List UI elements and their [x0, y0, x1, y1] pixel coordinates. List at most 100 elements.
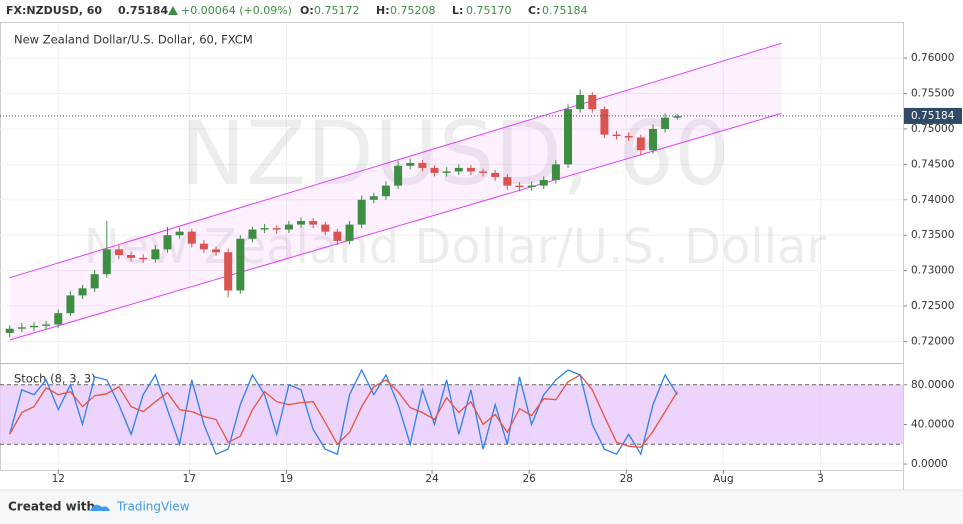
candle-body	[612, 134, 621, 137]
candle-body	[588, 94, 597, 110]
candle-body	[127, 255, 136, 258]
candle-body	[199, 243, 208, 250]
x-tick-label: 19	[280, 473, 293, 485]
y-tick-label: 0.76000	[911, 52, 954, 64]
x-tick-label: 17	[183, 473, 196, 485]
candle-body	[333, 231, 342, 241]
y-tick-label: 40.0000	[911, 418, 954, 430]
ohlc-label: L:	[452, 4, 463, 17]
candle-body	[272, 228, 281, 230]
logo[interactable]	[90, 504, 110, 511]
candle-body	[648, 128, 657, 151]
candle-body	[479, 171, 488, 173]
y-tick-label: 0.74500	[911, 158, 954, 170]
ohlc-label: H:	[376, 4, 390, 17]
ohlc-label: C:	[528, 4, 540, 17]
panel-title: New Zealand Dollar/U.S. Dollar, 60, FXCM	[14, 33, 253, 47]
candle-body	[527, 185, 536, 188]
candle-body	[297, 221, 305, 225]
candle-body	[321, 224, 330, 232]
last: 0.75184	[118, 4, 168, 17]
created-with: Created with	[8, 500, 95, 514]
candle-body	[54, 313, 63, 325]
header: FX:NZDUSD, 60 0.75184 +0.00064 (+0.09%)	[6, 4, 292, 17]
x-tick-label: 24	[425, 473, 439, 485]
panel-title: Stoch (8, 3, 3)	[14, 372, 96, 386]
candle-body	[503, 177, 512, 186]
candle-body	[600, 109, 609, 135]
candle-body	[309, 221, 318, 225]
candle-body	[394, 165, 403, 186]
last-price-label: 0.75184	[911, 110, 955, 122]
y-tick-label: 0.0000	[911, 458, 948, 470]
candle-body	[29, 325, 38, 328]
x-tick-label: 26	[522, 473, 536, 485]
channel-fill	[9, 43, 782, 341]
x-tick-label: 3	[817, 473, 824, 485]
channel-line	[9, 42, 782, 279]
symbol: FX:NZDUSD, 60	[6, 4, 102, 17]
candle-body	[576, 94, 585, 110]
ohlc-value: 0.75184	[542, 4, 588, 17]
candle-body	[624, 136, 633, 138]
candle-body	[212, 249, 221, 253]
y-tick-label: 0.72000	[911, 335, 954, 347]
ohlc-value: 0.75172	[314, 4, 360, 17]
stoch-line	[9, 368, 678, 456]
footer	[0, 491, 963, 524]
x-tick-label: Aug	[713, 473, 734, 485]
candle-body	[442, 171, 451, 173]
candle-body	[454, 167, 463, 172]
ohlc-label: O:	[300, 4, 314, 17]
candle-body	[102, 249, 111, 275]
stoch-line	[9, 374, 678, 448]
ohlc-value: 0.75208	[390, 4, 436, 17]
up-arrow	[168, 6, 178, 15]
brand[interactable]: TradingView	[116, 500, 190, 514]
candle-body	[406, 162, 415, 166]
candle-body	[564, 109, 573, 165]
candle-body	[151, 249, 160, 260]
candle-body	[17, 327, 26, 329]
candle-body	[430, 167, 439, 173]
x-tick-label: 12	[52, 473, 65, 485]
candle-body	[661, 117, 670, 129]
ohlc-value: 0.75170	[466, 4, 512, 17]
y-tick-label: 0.75000	[911, 123, 954, 135]
candle-body	[224, 252, 233, 291]
candle-body	[673, 116, 682, 118]
candle-body	[260, 228, 269, 230]
plots: 0.72000 0.72500 0.73000 0.73500 0.74000 0.745…	[0, 22, 962, 490]
candle-body	[357, 199, 366, 225]
watermark: NZDUSD, 60	[180, 102, 730, 205]
candle-body	[491, 172, 500, 178]
candle-body	[345, 224, 354, 241]
candle-body	[114, 249, 123, 256]
candle-body	[636, 137, 645, 151]
candle-body	[515, 185, 524, 188]
candle-body	[284, 224, 293, 230]
candle-body	[163, 235, 172, 250]
candle-body	[187, 231, 196, 244]
candle-body	[139, 257, 148, 260]
y-tick-label: 0.73500	[911, 229, 954, 241]
y-tick-label: 80.0000	[911, 379, 954, 391]
y-tick-label: 0.74000	[911, 194, 954, 206]
candle-body	[5, 328, 14, 333]
candle-body	[466, 167, 475, 172]
candle-body	[551, 164, 560, 180]
change: +0.00064 (+0.09%)	[181, 4, 292, 17]
y-tick-label: 0.73000	[911, 265, 954, 277]
stoch-band	[0, 384, 903, 445]
candle-body	[175, 231, 184, 236]
candle-body	[369, 196, 378, 200]
candle-body	[236, 238, 245, 291]
candle-body	[42, 324, 51, 326]
y-tick-label: 0.75500	[911, 88, 954, 100]
candle-body	[78, 288, 87, 296]
x-tick-label: 28	[620, 473, 633, 485]
candle-body	[90, 274, 99, 289]
candle-body	[539, 179, 548, 186]
candle-body	[66, 295, 75, 314]
